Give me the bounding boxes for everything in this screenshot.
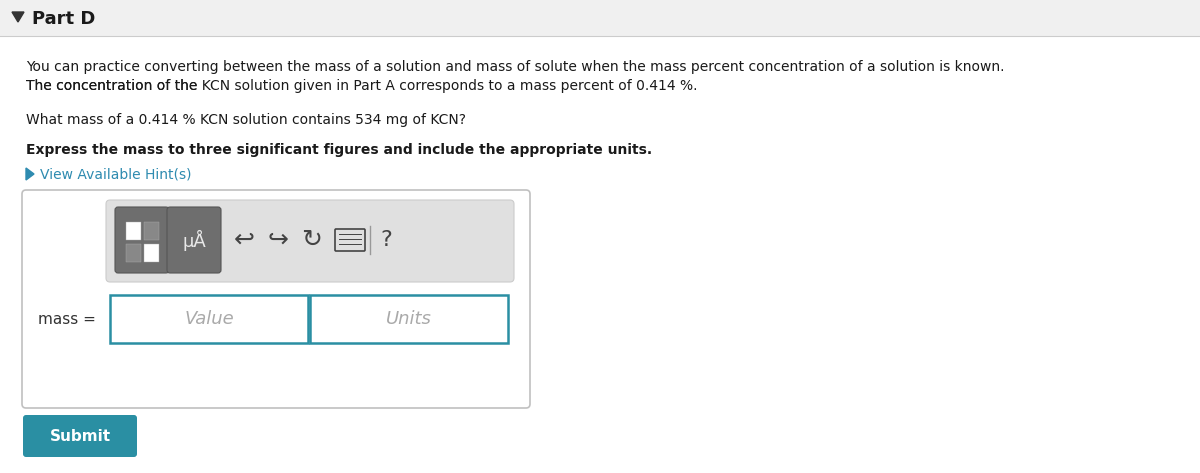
FancyBboxPatch shape (310, 295, 508, 343)
Text: Units: Units (386, 310, 432, 328)
FancyBboxPatch shape (0, 0, 1200, 36)
Text: ?: ? (380, 230, 392, 250)
FancyBboxPatch shape (144, 222, 158, 240)
Polygon shape (26, 168, 34, 180)
Text: Value: Value (184, 310, 234, 328)
Text: What mass of a 0.414 % KCN solution contains 534 mg of KCN?: What mass of a 0.414 % KCN solution cont… (26, 113, 466, 127)
FancyBboxPatch shape (110, 295, 308, 343)
FancyBboxPatch shape (106, 200, 514, 282)
FancyBboxPatch shape (167, 207, 221, 273)
FancyBboxPatch shape (126, 222, 142, 240)
Text: mass =: mass = (38, 312, 96, 326)
FancyBboxPatch shape (144, 244, 158, 262)
Text: You can practice converting between the mass of a solution and mass of solute wh: You can practice converting between the … (26, 60, 1004, 74)
Text: The concentration of the KCN solution given in Part A corresponds to a mass perc: The concentration of the KCN solution gi… (26, 79, 697, 93)
Text: View Available Hint(s): View Available Hint(s) (40, 167, 192, 181)
Text: Part D: Part D (32, 10, 95, 28)
Text: The concentration of the: The concentration of the (26, 79, 202, 93)
Text: ↪: ↪ (268, 228, 288, 252)
FancyBboxPatch shape (115, 207, 169, 273)
Polygon shape (12, 12, 24, 22)
Text: µÅ: µÅ (182, 229, 206, 251)
Text: ↻: ↻ (301, 228, 323, 252)
FancyBboxPatch shape (23, 415, 137, 457)
FancyBboxPatch shape (22, 190, 530, 408)
Text: ↩: ↩ (234, 228, 254, 252)
Text: Express the mass to three significant figures and include the appropriate units.: Express the mass to three significant fi… (26, 143, 652, 157)
FancyBboxPatch shape (126, 244, 142, 262)
Text: Submit: Submit (49, 429, 110, 444)
